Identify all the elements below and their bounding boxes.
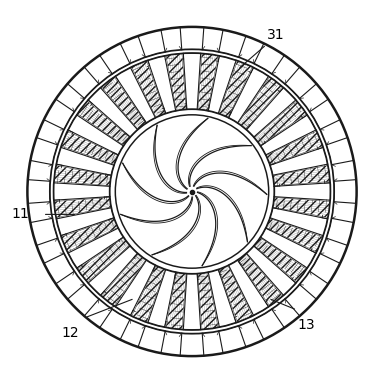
Text: 13: 13 <box>298 318 315 332</box>
Text: 31: 31 <box>267 28 285 42</box>
Text: 11: 11 <box>12 208 29 221</box>
Text: 12: 12 <box>61 326 79 340</box>
